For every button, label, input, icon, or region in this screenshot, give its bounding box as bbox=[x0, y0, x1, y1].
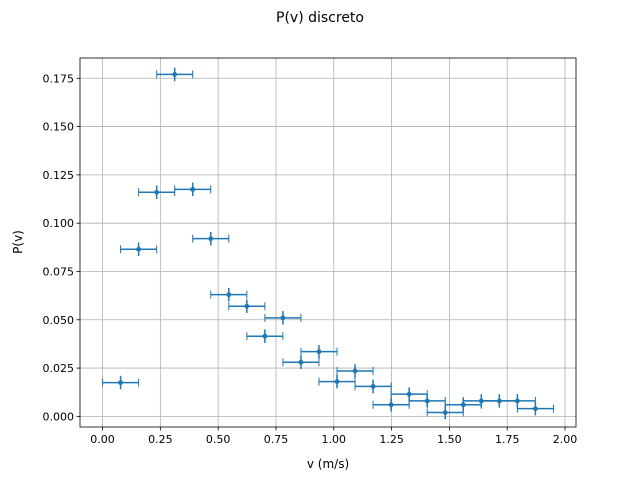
x-tick-label: 1.50 bbox=[437, 433, 462, 446]
data-point-group bbox=[516, 401, 554, 416]
data-point bbox=[442, 410, 448, 415]
x-tick-label: 0.75 bbox=[264, 433, 289, 446]
x-tick-label: 0.25 bbox=[148, 433, 173, 446]
y-tick-label: 0.075 bbox=[43, 265, 75, 278]
x-tick-label: 0.00 bbox=[90, 433, 115, 446]
data-point bbox=[262, 333, 268, 339]
data-point bbox=[208, 236, 214, 242]
data-point-group bbox=[102, 375, 140, 390]
data-point-group bbox=[336, 364, 374, 378]
x-tick-label: 2.00 bbox=[553, 433, 578, 446]
data-point bbox=[118, 380, 123, 385]
data-point bbox=[172, 72, 178, 77]
y-axis-label: P(v) bbox=[11, 230, 25, 254]
y-tick-label: 0.175 bbox=[43, 72, 75, 85]
data-point bbox=[406, 391, 412, 397]
data-point-group bbox=[318, 374, 356, 389]
chart-title: P(v) discreto bbox=[276, 10, 364, 26]
y-tick-label: 0.100 bbox=[43, 217, 75, 230]
data-point bbox=[244, 303, 250, 309]
data-point-group bbox=[156, 67, 194, 82]
data-point-group bbox=[192, 231, 230, 246]
data-point bbox=[533, 406, 538, 412]
y-tick-label: 0.150 bbox=[43, 121, 75, 134]
data-point bbox=[388, 402, 394, 408]
data-point-group bbox=[264, 311, 302, 325]
y-tick-label: 0.025 bbox=[43, 362, 75, 375]
data-series bbox=[102, 67, 554, 420]
x-tick-label: 0.50 bbox=[206, 433, 231, 446]
data-point bbox=[190, 186, 196, 192]
data-point-group bbox=[282, 355, 320, 370]
x-axis-label: v (m/s) bbox=[307, 457, 349, 471]
data-point bbox=[352, 368, 358, 374]
data-point-group bbox=[210, 287, 248, 302]
data-point bbox=[136, 246, 142, 252]
data-point-group bbox=[426, 405, 464, 420]
data-point bbox=[370, 384, 376, 389]
data-point bbox=[298, 359, 304, 365]
y-tick-label: 0.050 bbox=[43, 314, 75, 327]
data-point-group bbox=[246, 329, 284, 343]
data-point bbox=[316, 349, 322, 355]
x-tick-label: 1.25 bbox=[379, 433, 404, 446]
axes-frame bbox=[79, 57, 577, 428]
x-tick-label: 1.00 bbox=[322, 433, 347, 446]
data-point-group bbox=[372, 398, 410, 412]
y-tick-label: 0.125 bbox=[43, 169, 75, 182]
x-axis-ticks: 0.00 0.25 0.50 0.75 1.00 1.25 1.50 1.75 2.00 bbox=[90, 427, 577, 446]
y-tick-label: 0.000 bbox=[43, 410, 75, 423]
grid bbox=[80, 58, 576, 427]
data-point-group bbox=[228, 299, 266, 314]
data-point bbox=[334, 379, 340, 384]
data-point bbox=[280, 315, 286, 321]
y-axis-ticks: 0.000 0.025 0.050 0.075 0.100 0.125 0.150 0.175 bbox=[43, 72, 80, 423]
data-point bbox=[226, 292, 232, 298]
data-point-group bbox=[300, 344, 338, 359]
data-point-group bbox=[354, 379, 392, 394]
data-point-group bbox=[120, 242, 158, 257]
data-point bbox=[514, 398, 520, 404]
data-point-group bbox=[174, 182, 212, 197]
data-point bbox=[424, 398, 430, 404]
x-tick-label: 1.75 bbox=[495, 433, 520, 446]
data-point bbox=[154, 189, 160, 195]
